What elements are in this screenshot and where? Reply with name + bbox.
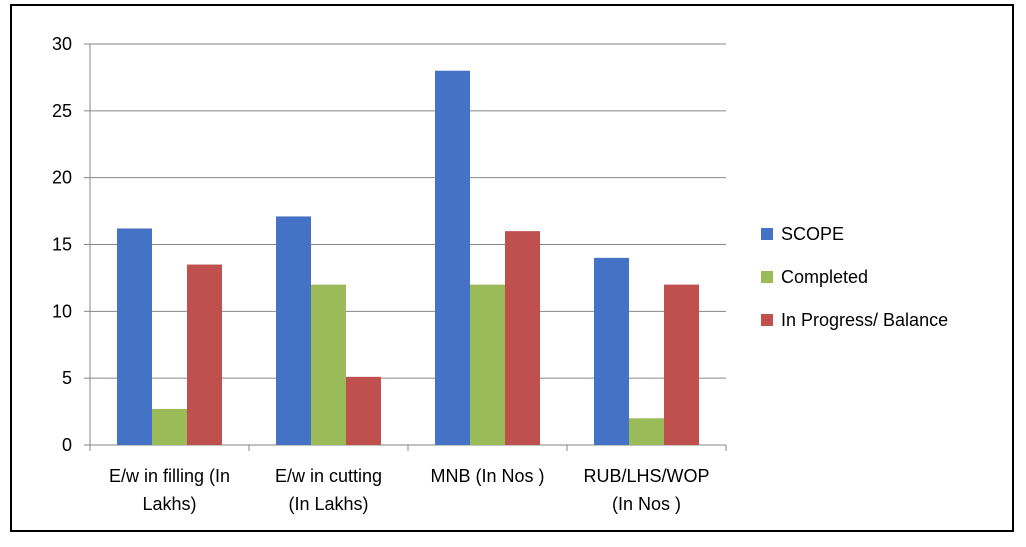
legend-swatch-0	[761, 228, 773, 240]
x-category-label-0: E/w in filling (In Lakhs)	[109, 466, 230, 514]
legend-label-2: In Progress/ Balance	[781, 310, 948, 330]
x-category-label-3: RUB/LHS/WOP (In Nos )	[583, 466, 709, 514]
axes	[89, 44, 727, 451]
gridlines	[90, 43, 726, 379]
bar-completed-0	[152, 408, 187, 445]
bar-scope-2	[435, 70, 470, 445]
y-tick-label-0: 0	[62, 435, 72, 455]
bar-scope-3	[594, 257, 629, 445]
bar-completed-3	[629, 418, 664, 445]
legend-swatch-1	[761, 271, 773, 283]
x-category-label-1: E/w in cutting (In Lakhs)	[275, 466, 382, 514]
y-tick-label-5: 5	[62, 368, 72, 388]
y-tick-label-20: 20	[52, 168, 72, 188]
bar-in-progress-balance-0	[187, 264, 222, 445]
bar-scope-0	[117, 228, 152, 445]
bar-in-progress-balance-1	[346, 376, 381, 445]
y-axis-ticks: 0 5 10 15 20 25 30	[52, 34, 90, 455]
y-tick-label-15: 15	[52, 235, 72, 255]
bar-in-progress-balance-3	[664, 284, 699, 445]
bar-completed-2	[470, 284, 505, 445]
bar-completed-1	[311, 284, 346, 445]
bar-scope-1	[276, 216, 311, 445]
bars	[117, 70, 699, 445]
x-axis-labels: E/w in filling (In Lakhs) E/w in cutting (I…	[109, 466, 710, 514]
legend-label-0: SCOPE	[781, 224, 844, 244]
y-tick-label-30: 30	[52, 34, 72, 54]
bar-in-progress-balance-2	[505, 231, 540, 445]
x-category-label-2: MNB (In Nos )	[430, 466, 544, 486]
y-tick-label-10: 10	[52, 301, 72, 321]
legend: SCOPE Completed In Progress/ Balance	[761, 224, 948, 330]
y-tick-label-25: 25	[52, 101, 72, 121]
legend-swatch-2	[761, 314, 773, 326]
legend-label-1: Completed	[781, 267, 868, 287]
